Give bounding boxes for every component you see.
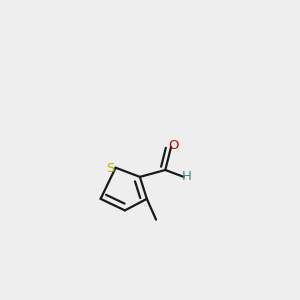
Text: H: H [182, 170, 192, 183]
Text: O: O [168, 139, 178, 152]
Text: S: S [106, 162, 115, 175]
